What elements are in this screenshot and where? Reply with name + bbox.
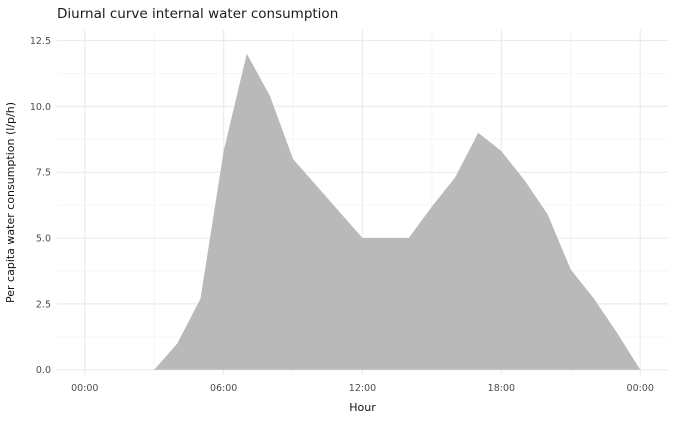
y-tick-label: 0.0 <box>36 365 51 376</box>
y-tick-label: 10.0 <box>30 102 51 113</box>
x-tick-label: 12:00 <box>349 383 376 394</box>
y-axis-title: Per capita water consumption (l/p/h) <box>4 102 17 303</box>
y-tick-label: 5.0 <box>36 234 51 245</box>
x-tick-label: 18:00 <box>488 383 515 394</box>
x-axis-title: Hour <box>349 401 376 414</box>
x-tick-label: 00:00 <box>71 383 98 394</box>
x-tick-label: 00:00 <box>627 383 654 394</box>
area-series <box>84 53 641 370</box>
y-tick-label: 2.5 <box>36 299 51 310</box>
x-tick-label: 06:00 <box>210 383 237 394</box>
y-tick-label: 7.5 <box>36 168 51 179</box>
y-tick-label: 12.5 <box>30 36 51 47</box>
tick-labels: 00:00 06:00 12:00 18:00 00:00 0.0 2.5 5.0 7.5 10.… <box>30 36 654 394</box>
chart-title: Diurnal curve internal water consumption <box>57 6 339 22</box>
